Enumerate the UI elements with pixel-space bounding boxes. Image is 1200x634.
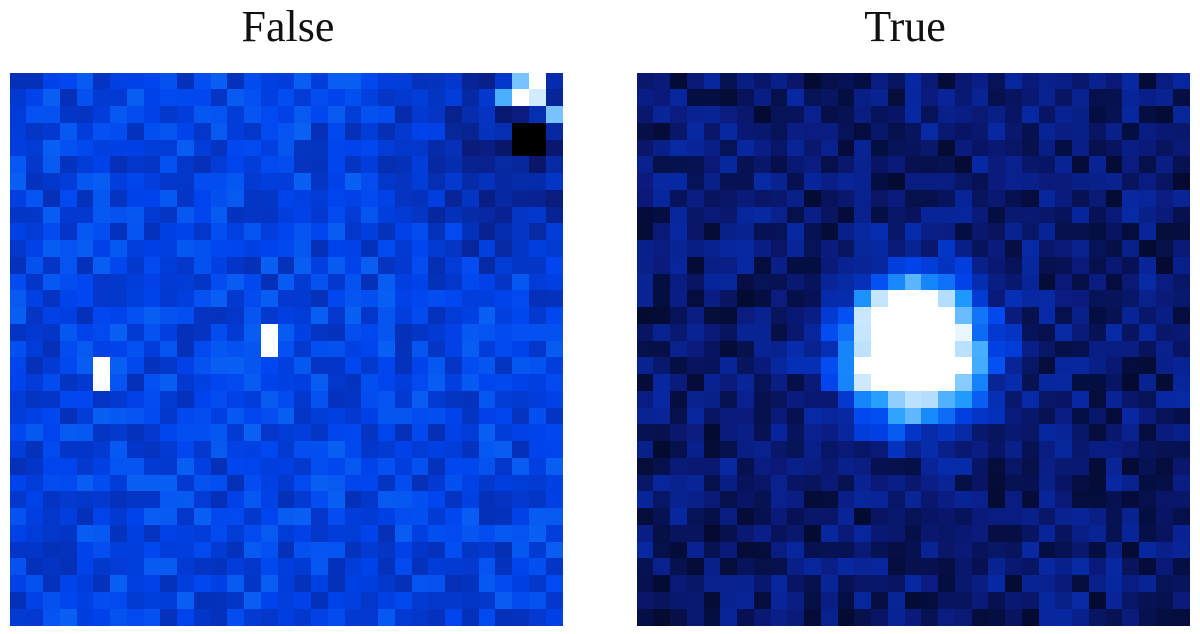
pixel-grid [10,73,563,626]
image-cutout [637,73,1190,626]
panel-title: True [864,2,946,51]
pixel-grid [637,73,1190,626]
image-cutout [10,73,563,626]
panel-title: False [241,2,335,51]
